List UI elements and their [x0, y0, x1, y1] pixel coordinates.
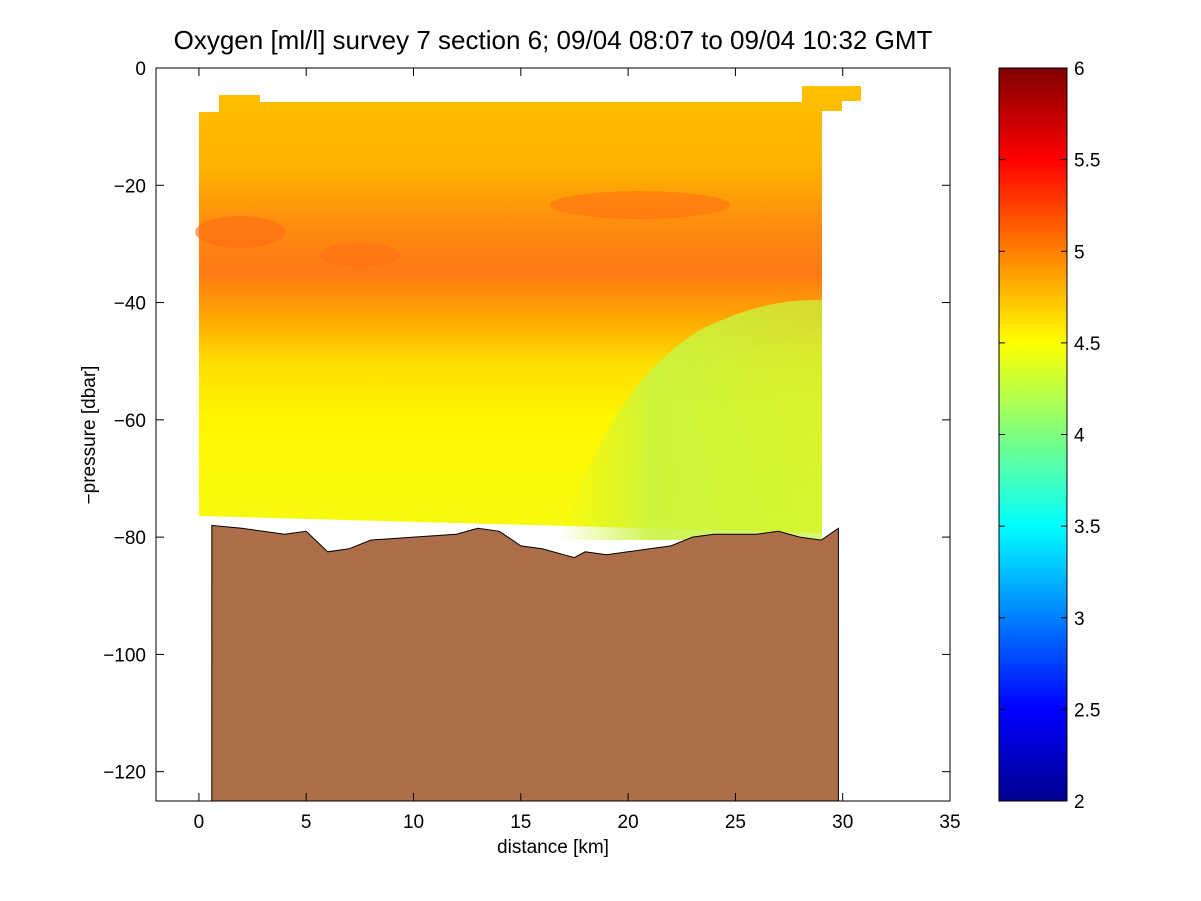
colorbar-tick-label: 2 [1074, 792, 1085, 813]
oxygen-low-patch [560, 300, 822, 540]
x-tick-label: 25 [725, 812, 746, 833]
colorbar-tick-label: 3 [1074, 609, 1085, 630]
colorbar-tick-label: 5.5 [1074, 151, 1100, 172]
x-tick-label: 10 [403, 812, 424, 833]
x-axis: 0 5 10 15 20 25 30 35 [194, 68, 961, 833]
chart-title: Oxygen [ml/l] survey 7 section 6; 09/04 … [174, 25, 933, 55]
x-tick-label: 5 [301, 812, 312, 833]
colorbar-tick-label: 5 [1074, 242, 1085, 263]
y-axis: 0 −20 −40 −60 −80 −100 −120 [103, 59, 950, 784]
oxygen-high-patch [320, 243, 400, 267]
axes-frame [155, 67, 951, 802]
colorbar-tick-label: 3.5 [1074, 517, 1100, 538]
x-tick-label: 0 [194, 812, 205, 833]
oxygen-high-patch [550, 191, 730, 219]
x-axis-label: distance [km] [497, 837, 609, 858]
colorbar [998, 67, 1068, 802]
y-tick-label: −100 [103, 645, 146, 666]
x-tick-label: 20 [618, 812, 639, 833]
colorbar-tick-label: 2.5 [1074, 700, 1100, 721]
y-tick-label: −80 [114, 528, 146, 549]
y-tick-label: −120 [103, 763, 146, 784]
colorbar-tick-label: 4 [1074, 426, 1085, 447]
colorbar-tick-label: 4.5 [1074, 334, 1100, 355]
colorbar-ticks: 2 2.5 3 3.5 4 4.5 5 5.5 6 [999, 59, 1100, 813]
y-tick-label: −20 [114, 176, 146, 197]
x-tick-label: 35 [939, 812, 960, 833]
oxygen-high-patch [195, 216, 285, 248]
seafloor [211, 524, 839, 801]
x-tick-label: 30 [832, 812, 853, 833]
y-axis-label: −pressure [dbar] [79, 366, 100, 505]
y-tick-label: −60 [114, 411, 146, 432]
y-tick-label: 0 [135, 59, 146, 80]
y-tick-label: −40 [114, 294, 146, 315]
x-tick-label: 15 [510, 812, 531, 833]
colorbar-tick-label: 6 [1074, 59, 1085, 80]
